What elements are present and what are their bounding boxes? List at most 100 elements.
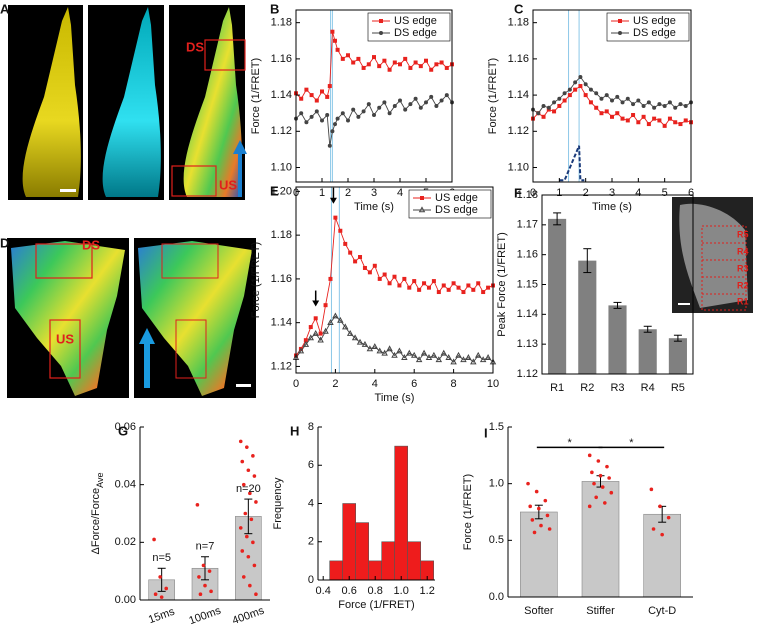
y-tick-label: 1.12 (517, 368, 538, 380)
data-point (465, 354, 472, 360)
y-tick-label: 1.14 (508, 89, 529, 101)
data-point (372, 263, 377, 268)
image-panel-d: D DS US (0, 235, 256, 398)
panel-label: A (0, 1, 10, 16)
image-panel-a: A DS US (0, 1, 247, 200)
data-point (351, 334, 359, 341)
y-tick-label: 0.06 (115, 421, 136, 433)
data-point (338, 228, 343, 233)
data-point (578, 74, 583, 79)
data-point (651, 527, 656, 531)
x-tick-label: R2 (580, 382, 594, 394)
data-point (238, 526, 243, 530)
y-tick-label: 1.16 (271, 273, 292, 285)
data-point (246, 554, 251, 559)
y-tick-label: 0.02 (115, 536, 136, 548)
y-tick-label: 1.13 (517, 338, 538, 350)
data-point (201, 563, 206, 568)
data-point (317, 336, 324, 343)
data-point (547, 527, 552, 531)
data-point (662, 103, 667, 108)
error-bar (157, 567, 166, 592)
histogram-bar (407, 541, 422, 581)
y-tick-label: 1.16 (271, 53, 292, 65)
data-point (646, 100, 651, 105)
x-tick-label: 4 (372, 378, 378, 390)
data-point (543, 498, 548, 503)
data-point (583, 82, 588, 87)
data-point (636, 98, 641, 103)
bar (638, 329, 657, 374)
data-point (314, 98, 319, 103)
data-point (330, 129, 335, 134)
x-tick-label: 0.6 (342, 585, 357, 597)
x-tick-label: R1 (550, 382, 564, 394)
data-point (641, 114, 646, 119)
data-point (476, 281, 481, 286)
data-point (308, 325, 313, 330)
data-point (588, 100, 593, 105)
data-point (660, 532, 664, 537)
data-point (407, 285, 412, 290)
x-tick-label: 6 (688, 187, 694, 199)
data-point (481, 290, 486, 295)
bar (581, 481, 620, 598)
data-point (587, 504, 592, 509)
data-point (455, 351, 462, 358)
y-tick-label: 1.0 (489, 478, 504, 490)
data-point (241, 575, 246, 579)
arrow-head (329, 197, 337, 204)
x-tick-label: 1.0 (394, 585, 409, 597)
x-tick-label: 400ms (231, 604, 267, 627)
significance-label: * (568, 437, 573, 449)
data-point (307, 334, 315, 341)
data-point (588, 87, 593, 92)
data-point (249, 517, 254, 522)
data-point (325, 94, 330, 99)
data-point (539, 523, 543, 528)
x-tick-label: Softer (524, 605, 554, 617)
value-note: n=7 (196, 541, 215, 553)
x-tick-label: 8 (451, 378, 457, 390)
data-point (392, 274, 397, 279)
data-point (557, 103, 562, 108)
data-point (356, 338, 364, 345)
data-point (562, 91, 567, 96)
data-point (377, 64, 382, 69)
data-point (382, 272, 387, 277)
data-point (605, 464, 609, 469)
data-point (567, 93, 572, 98)
data-point (152, 537, 156, 542)
legend-box (408, 189, 492, 219)
x-axis-label: Time (s) (592, 201, 632, 213)
plot-frame (295, 186, 494, 374)
data-point (240, 549, 245, 553)
data-point (466, 283, 471, 288)
annotation-arrow (329, 187, 337, 204)
x-tick-label: 2 (345, 187, 351, 199)
legend-marker (418, 206, 426, 213)
data-point (603, 501, 607, 505)
legend-label: DS edge (633, 27, 676, 39)
data-point (609, 490, 614, 495)
data-point (486, 285, 491, 290)
data-point (599, 111, 604, 116)
data-point (402, 276, 407, 281)
data-point (636, 120, 641, 125)
data-point (343, 241, 348, 246)
data-point (251, 454, 255, 458)
data-point (471, 287, 476, 292)
x-tick-label: 5 (662, 187, 668, 199)
data-point (615, 111, 620, 116)
y-tick-label: 0.0 (489, 591, 504, 603)
data-point (203, 583, 207, 588)
y-tick-label: 8 (308, 421, 314, 433)
data-point (333, 38, 337, 43)
data-point (610, 98, 614, 103)
data-point (403, 107, 408, 112)
data-point (312, 329, 319, 336)
data-point (590, 470, 594, 475)
data-point (426, 285, 431, 290)
data-point (164, 586, 169, 591)
data-point (322, 327, 329, 334)
